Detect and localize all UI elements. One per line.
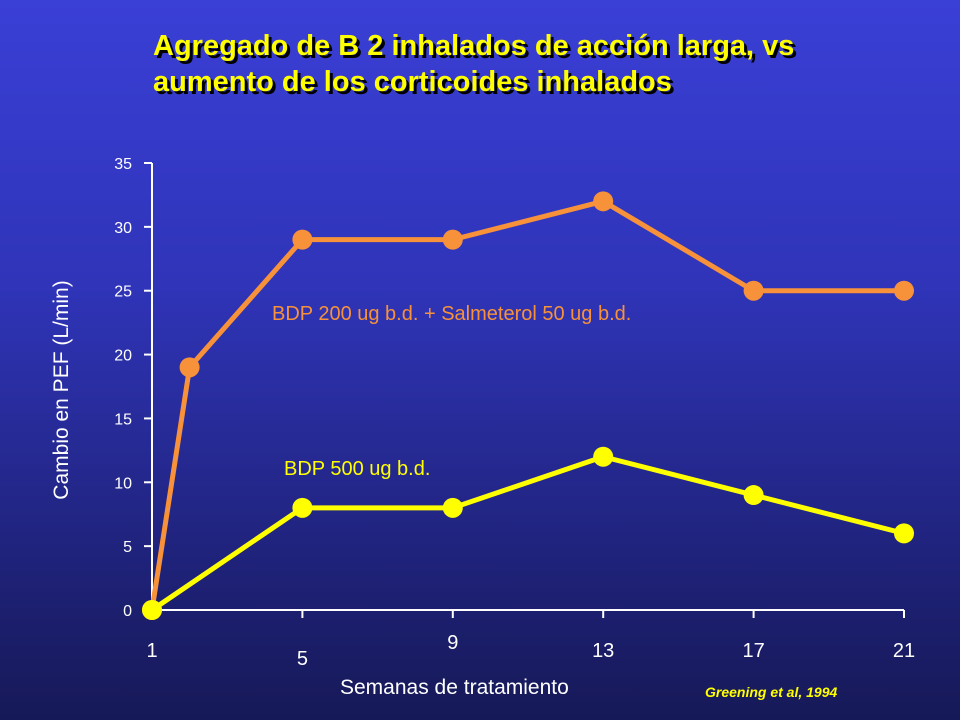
x-tick-label-9: 9: [447, 632, 458, 654]
y-tick-label-35: 35: [114, 156, 132, 173]
y-tick-label-5: 5: [123, 539, 132, 556]
series-line-1: [149, 198, 904, 611]
series-1-point-5: [593, 191, 614, 212]
x-tick-label-13: 13: [592, 640, 614, 662]
y-tick-label-20: 20: [114, 348, 132, 365]
series-label-2: BDP 500 ug b.d.: [284, 458, 430, 480]
x-tick-label-1: 1: [146, 640, 157, 662]
y-tick-label-30: 30: [114, 220, 132, 237]
x-tick-label-5: 5: [297, 648, 308, 670]
source-citation: Greening et al, 1994: [705, 684, 838, 700]
series-2-point-4: [593, 446, 614, 467]
y-tick-label-0: 0: [123, 603, 132, 620]
chart-title-line-1: Agregado de B 2 inhalados de acción larg…: [153, 30, 795, 62]
x-axis-label: Semanas de tratamiento: [340, 676, 569, 699]
series-line-2: [150, 454, 905, 613]
x-tick-label-17: 17: [742, 640, 764, 662]
y-tick-label-25: 25: [114, 284, 132, 301]
series-1-point-2: [179, 357, 200, 378]
series-1-point-4: [442, 229, 463, 250]
series-2-point-6: [894, 523, 914, 544]
series-2-point-3: [442, 497, 463, 518]
series-2-point-5: [743, 485, 764, 506]
chart-title: Agregado de B 2 inhalados de acción larg…: [153, 28, 933, 100]
series-2-point-1: [142, 600, 162, 620]
series-label-1: BDP 200 ug b.d. + Salmeterol 50 ug b.d.: [272, 303, 631, 325]
series-1-point-6: [743, 280, 764, 301]
y-tick-label-10: 10: [114, 475, 132, 492]
series-2-point-2: [292, 497, 313, 518]
y-tick-label-15: 15: [114, 411, 132, 428]
series-1-point-7: [894, 280, 914, 301]
x-tick-label-21: 21: [893, 640, 915, 662]
chart-title-line-2: aumento de los corticoides inhalados: [153, 66, 672, 98]
series-1-point-3: [292, 229, 313, 250]
